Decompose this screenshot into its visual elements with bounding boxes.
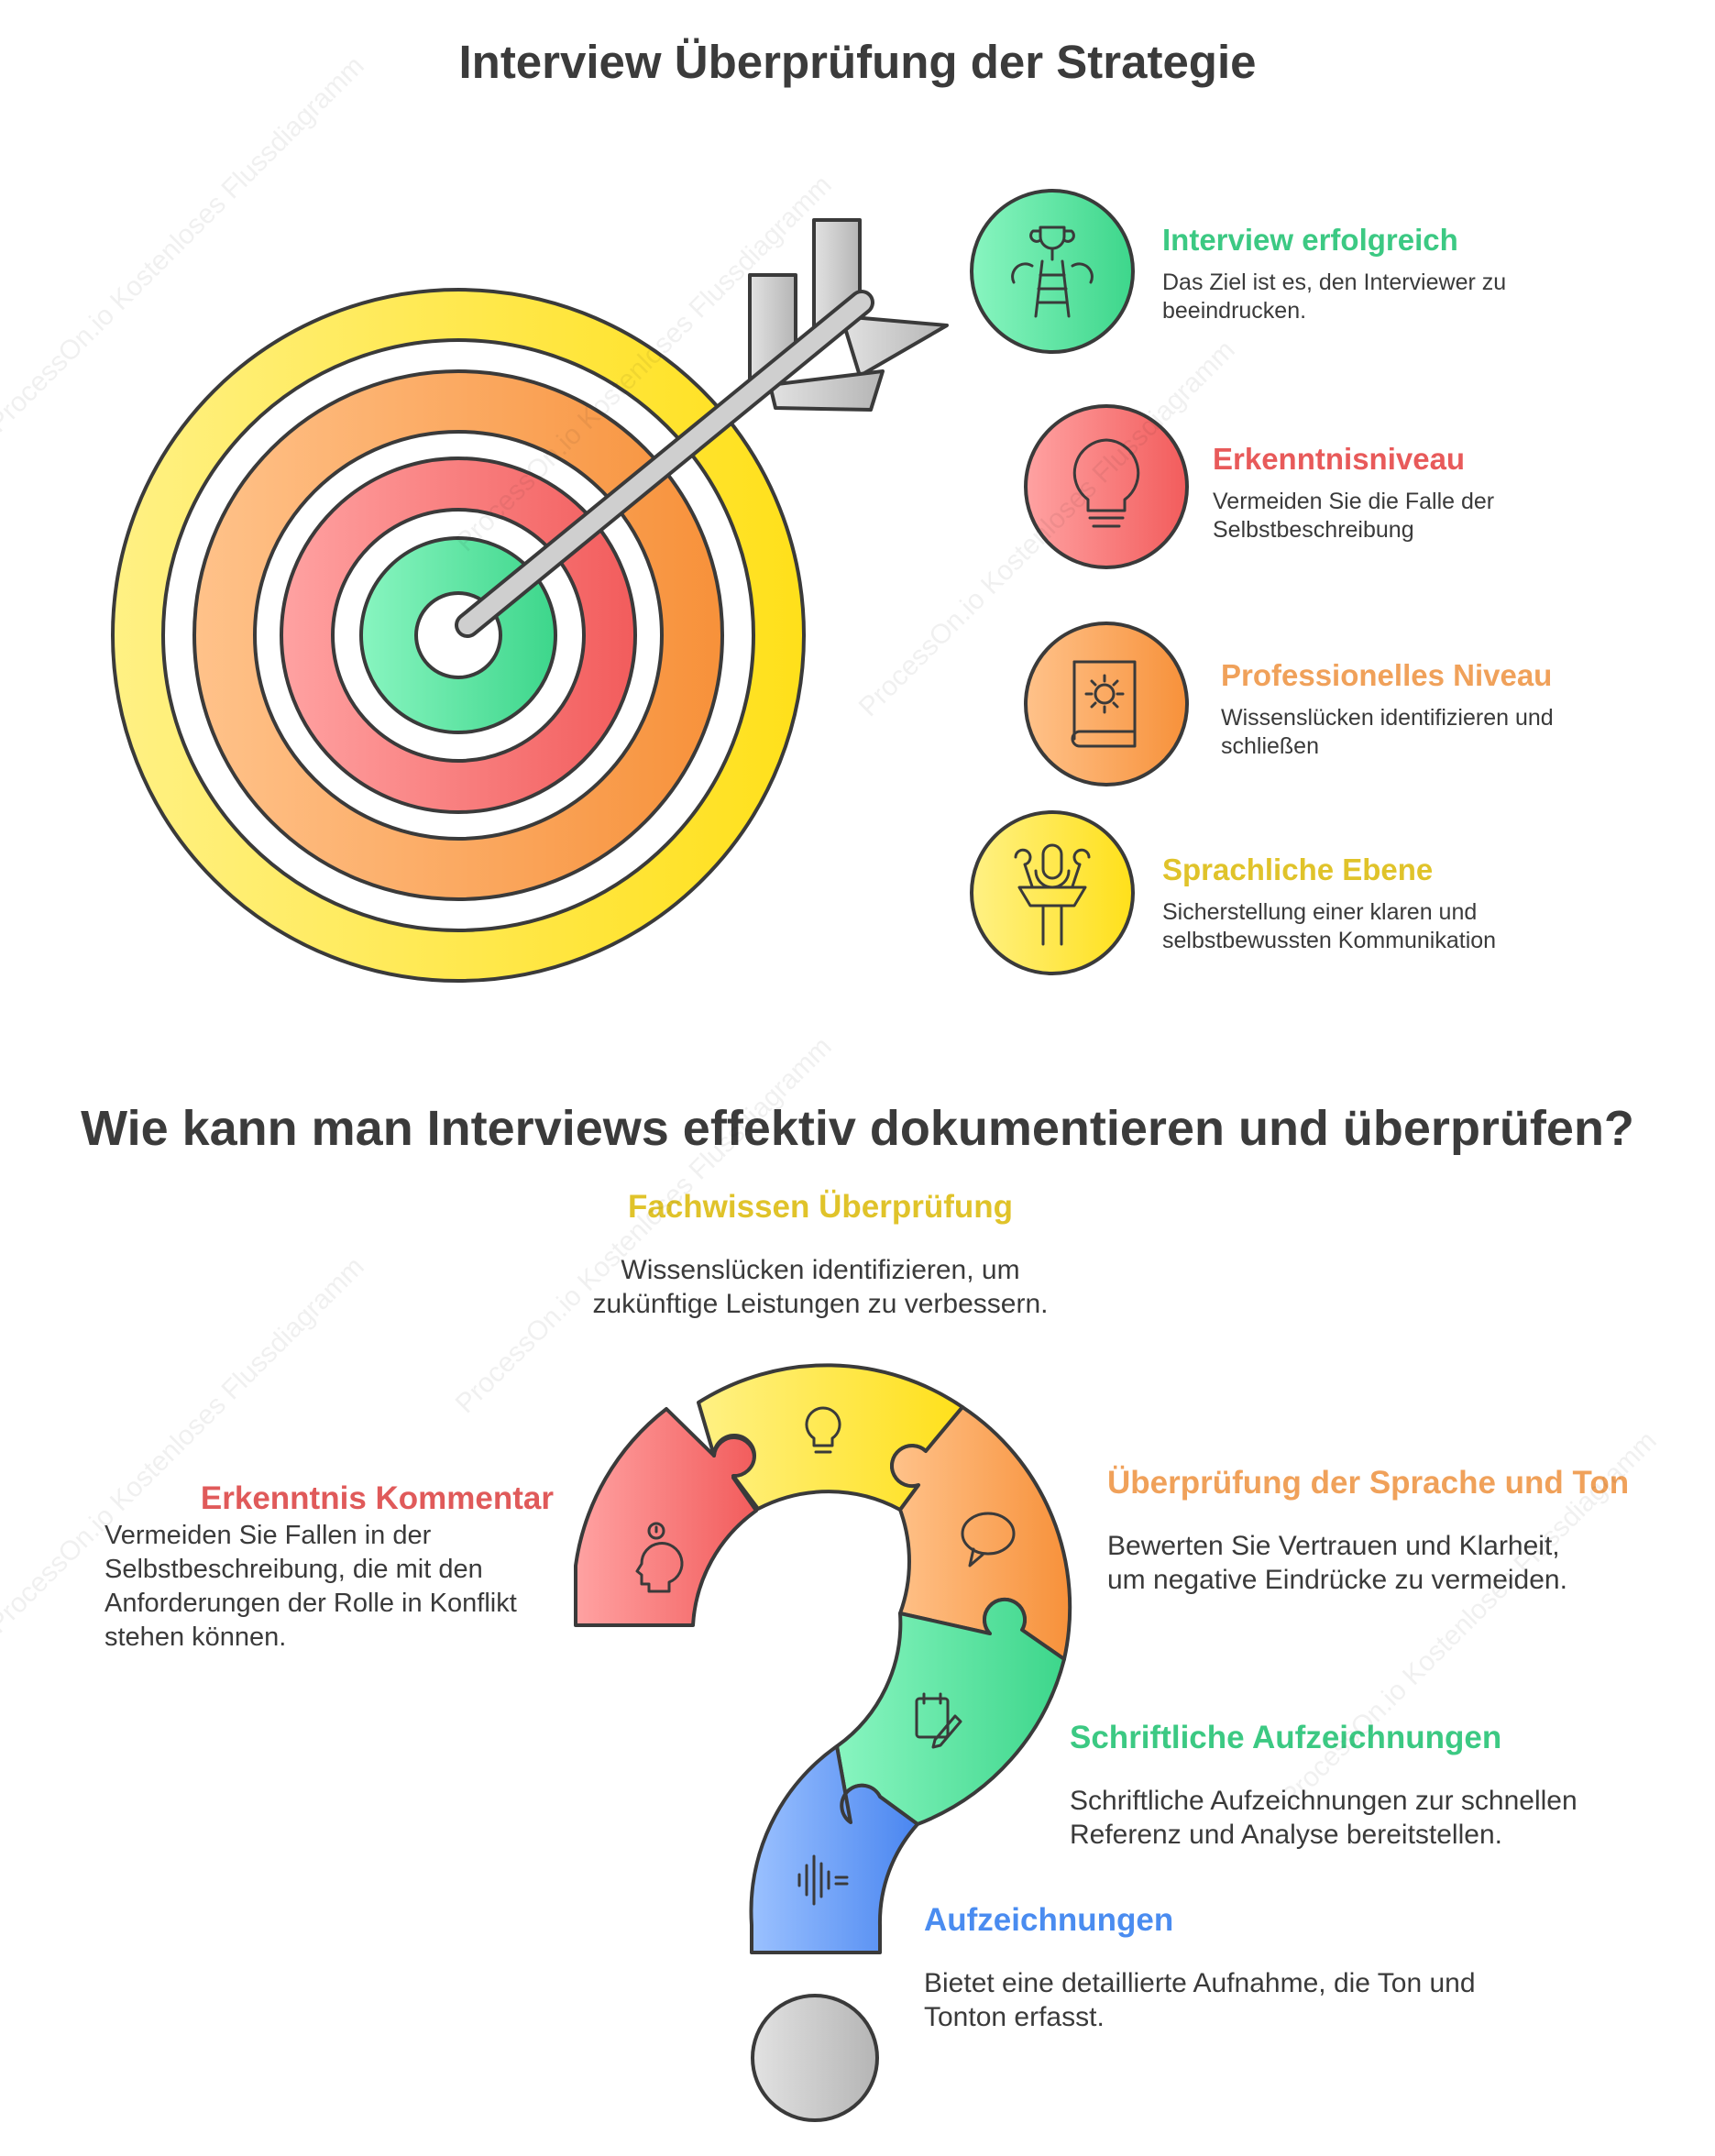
item-interview-erfolgreich: Interview erfolgreich Das Ziel ist es, d… — [1162, 223, 1547, 325]
arrow — [455, 218, 949, 638]
gear-book-icon — [1071, 660, 1137, 748]
circle-interview-erfolgreich — [970, 189, 1135, 354]
question-mark-puzzle — [574, 1363, 1072, 2122]
circle-sprachliche-ebene — [970, 810, 1135, 975]
schriftlich-title: Schriftliche Aufzeichnungen — [1070, 1720, 1502, 1755]
erkenntnis-block: Erkenntnis Kommentar Vermeiden Sie Falle… — [104, 1480, 554, 1655]
head-idea-icon — [635, 1522, 684, 1593]
sprache-title: Überprüfung der Sprache und Ton — [1107, 1465, 1630, 1501]
circle-erkenntnisniveau — [1024, 404, 1189, 569]
item-desc: Das Ziel ist es, den Interviewer zu beei… — [1162, 270, 1507, 324]
aufzeichnungen-desc: Bietet eine detaillierte Aufnahme, die T… — [924, 1968, 1476, 2032]
erkenntnis-desc: Vermeiden Sie Fallen in der Selbstbeschr… — [104, 1521, 517, 1652]
item-sprachliche-ebene: Sprachliche Ebene Sicherstellung einer k… — [1162, 852, 1547, 955]
item-desc: Vermeiden Sie die Falle der Selbstbeschr… — [1213, 489, 1495, 543]
page-title: Interview Überprüfung der Strategie — [458, 36, 1257, 88]
fachwissen-desc-line2: zukünftige Leistungen zu verbessern. — [592, 1289, 1049, 1319]
item-title: Professionelles Niveau — [1221, 658, 1553, 692]
item-erkenntnisniveau: Erkenntnisniveau Vermeiden Sie die Falle… — [1213, 442, 1579, 544]
fachwissen-title: Fachwissen Überprüfung — [627, 1189, 1014, 1225]
question-mark-dot — [751, 1994, 879, 2122]
aufzeichnungen-title: Aufzeichnungen — [924, 1902, 1174, 1938]
schriftlich-block: Schriftliche Aufzeichnungen Schriftliche… — [1070, 1720, 1620, 1852]
fachwissen-block: Fachwissen Überprüfung Wissenslücken ide… — [0, 1189, 1641, 1321]
item-title: Interview erfolgreich — [1162, 223, 1458, 257]
item-title: Sprachliche Ebene — [1162, 852, 1434, 886]
item-desc: Sicherstellung einer klaren und selbstbe… — [1162, 899, 1497, 953]
lightbulb-small-icon — [805, 1406, 841, 1454]
target-dartboard — [111, 288, 806, 983]
fachwissen-desc-line1: Wissenslücken identifizieren, um — [621, 1255, 1020, 1285]
speech-bubble-icon — [961, 1512, 1016, 1568]
aufzeichnungen-block: Aufzeichnungen Bietet eine detaillierte … — [924, 1902, 1511, 2034]
sprache-desc: Bewerten Sie Vertrauen und Klarheit, um … — [1107, 1531, 1567, 1595]
item-desc: Wissenslücken identifizieren und schließ… — [1221, 705, 1554, 759]
item-title: Erkenntnisniveau — [1213, 442, 1466, 476]
puzzle-piece-blue — [749, 1744, 919, 1954]
sprache-block: Überprüfung der Sprache und Ton Bewerten… — [1107, 1465, 1676, 1597]
puzzle-piece-red — [574, 1407, 758, 1627]
item-professionelles-niveau: Professionelles Niveau Wissenslücken ide… — [1221, 658, 1606, 761]
schriftlich-desc: Schriftliche Aufzeichnungen zur schnelle… — [1070, 1786, 1578, 1850]
lightbulb-icon — [1072, 438, 1140, 528]
microphone-podium-icon — [1014, 843, 1091, 946]
erkenntnis-title: Erkenntnis Kommentar — [200, 1480, 554, 1516]
section-title: Wie kann man Interviews effektiv dokumen… — [81, 1101, 1634, 1156]
sound-wave-icon — [797, 1854, 849, 1906]
trophy-ladder-icon — [1011, 226, 1094, 318]
notes-pencil-icon — [915, 1692, 962, 1749]
